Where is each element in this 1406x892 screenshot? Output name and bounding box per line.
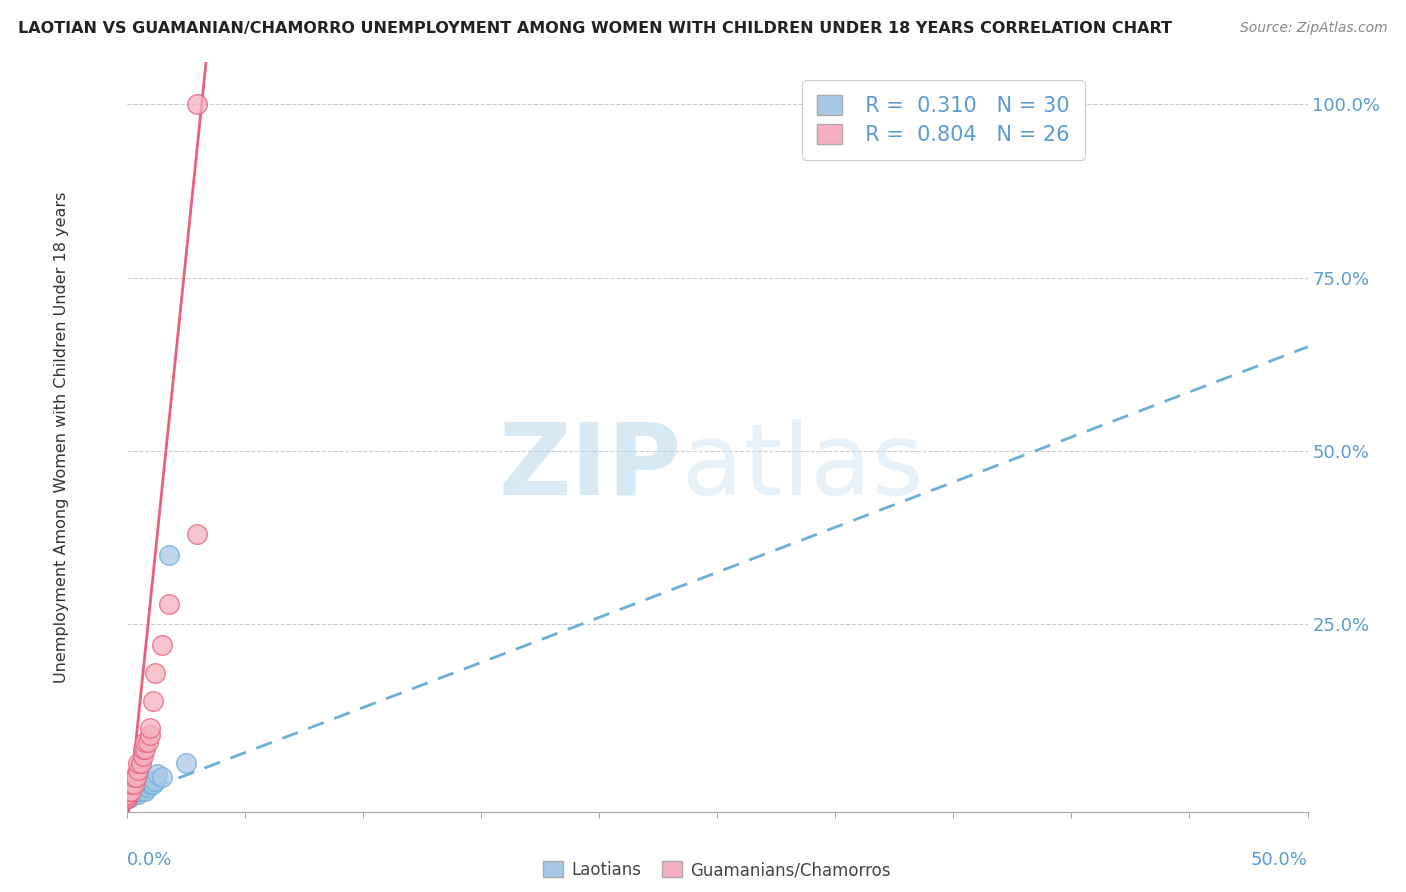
Text: Source: ZipAtlas.com: Source: ZipAtlas.com [1240,21,1388,35]
Point [146,766,169,780]
Point [120,784,142,798]
Point [115,789,138,803]
Legend: Laotians, Guamanians/Chamorros: Laotians, Guamanians/Chamorros [537,855,897,886]
Point [143,665,166,680]
Point [132,777,155,791]
Point [127,763,149,777]
Point [115,788,138,802]
Point [136,735,159,749]
Point [129,784,152,798]
Text: 0.0%: 0.0% [127,851,172,869]
Point [120,784,142,798]
Point [139,722,162,736]
Point [127,788,149,802]
Point [139,728,162,742]
Point [150,638,173,652]
Text: 50.0%: 50.0% [1251,851,1308,869]
Point [141,694,163,708]
Point [129,756,152,771]
Point [125,770,148,784]
Point [132,749,155,764]
Point [122,788,145,802]
Point [115,790,138,805]
Point [115,788,138,802]
Point [143,773,166,788]
Point [139,777,162,791]
Point [120,788,142,802]
Point [136,780,159,795]
Point [186,97,208,112]
Point [115,790,138,805]
Point [118,788,141,802]
Point [115,790,138,805]
Point [127,784,149,798]
Point [115,789,138,804]
Text: Unemployment Among Women with Children Under 18 years: Unemployment Among Women with Children U… [53,192,69,682]
Text: atlas: atlas [682,418,924,516]
Point [122,784,145,798]
Point [127,780,149,795]
Point [118,784,141,798]
Point [122,777,145,791]
Point [125,784,148,798]
Text: LAOTIAN VS GUAMANIAN/CHAMORRO UNEMPLOYMENT AMONG WOMEN WITH CHILDREN UNDER 18 YE: LAOTIAN VS GUAMANIAN/CHAMORRO UNEMPLOYME… [18,21,1173,36]
Point [150,770,173,784]
Point [134,742,156,756]
Point [134,735,156,749]
Point [122,770,145,784]
Point [157,597,180,611]
Point [115,790,138,805]
Point [115,789,138,803]
Point [127,756,149,771]
Point [139,773,162,788]
Point [186,527,208,541]
Point [174,756,197,771]
Point [134,773,156,788]
Text: ZIP: ZIP [499,418,682,516]
Point [141,777,163,791]
Point [132,780,155,795]
Point [157,548,180,562]
Point [132,742,155,756]
Point [134,784,156,798]
Point [120,777,142,791]
Point [118,790,141,805]
Point [115,790,138,805]
